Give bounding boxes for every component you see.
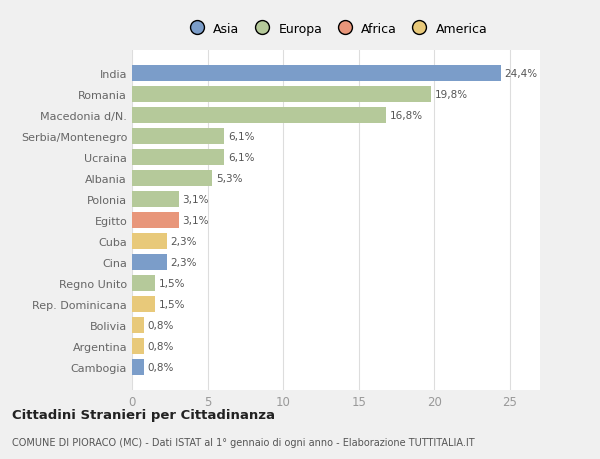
- Text: 5,3%: 5,3%: [216, 174, 242, 184]
- Legend: Asia, Europa, Africa, America: Asia, Europa, Africa, America: [185, 23, 487, 36]
- Text: COMUNE DI PIORACO (MC) - Dati ISTAT al 1° gennaio di ogni anno - Elaborazione TU: COMUNE DI PIORACO (MC) - Dati ISTAT al 1…: [12, 437, 475, 447]
- Bar: [132, 129, 224, 145]
- Bar: [132, 191, 179, 207]
- Bar: [132, 213, 179, 228]
- Bar: [132, 150, 224, 165]
- Bar: [132, 171, 212, 186]
- Bar: [132, 296, 155, 312]
- Bar: [132, 108, 386, 123]
- Bar: [132, 66, 501, 82]
- Text: 1,5%: 1,5%: [158, 299, 185, 309]
- Bar: [132, 338, 144, 354]
- Text: Cittadini Stranieri per Cittadinanza: Cittadini Stranieri per Cittadinanza: [12, 408, 275, 421]
- Text: 1,5%: 1,5%: [158, 278, 185, 288]
- Text: 6,1%: 6,1%: [228, 132, 254, 141]
- Bar: [132, 359, 144, 375]
- Bar: [132, 317, 144, 333]
- Text: 24,4%: 24,4%: [505, 69, 538, 79]
- Text: 19,8%: 19,8%: [435, 90, 468, 100]
- Text: 0,8%: 0,8%: [148, 320, 174, 330]
- Text: 0,8%: 0,8%: [148, 362, 174, 372]
- Text: 2,3%: 2,3%: [170, 236, 197, 246]
- Text: 2,3%: 2,3%: [170, 257, 197, 267]
- Text: 0,8%: 0,8%: [148, 341, 174, 351]
- Text: 16,8%: 16,8%: [389, 111, 423, 121]
- Text: 6,1%: 6,1%: [228, 152, 254, 162]
- Bar: [132, 275, 155, 291]
- Bar: [132, 87, 431, 102]
- Bar: [132, 254, 167, 270]
- Bar: [132, 234, 167, 249]
- Text: 3,1%: 3,1%: [182, 195, 209, 204]
- Text: 3,1%: 3,1%: [182, 215, 209, 225]
